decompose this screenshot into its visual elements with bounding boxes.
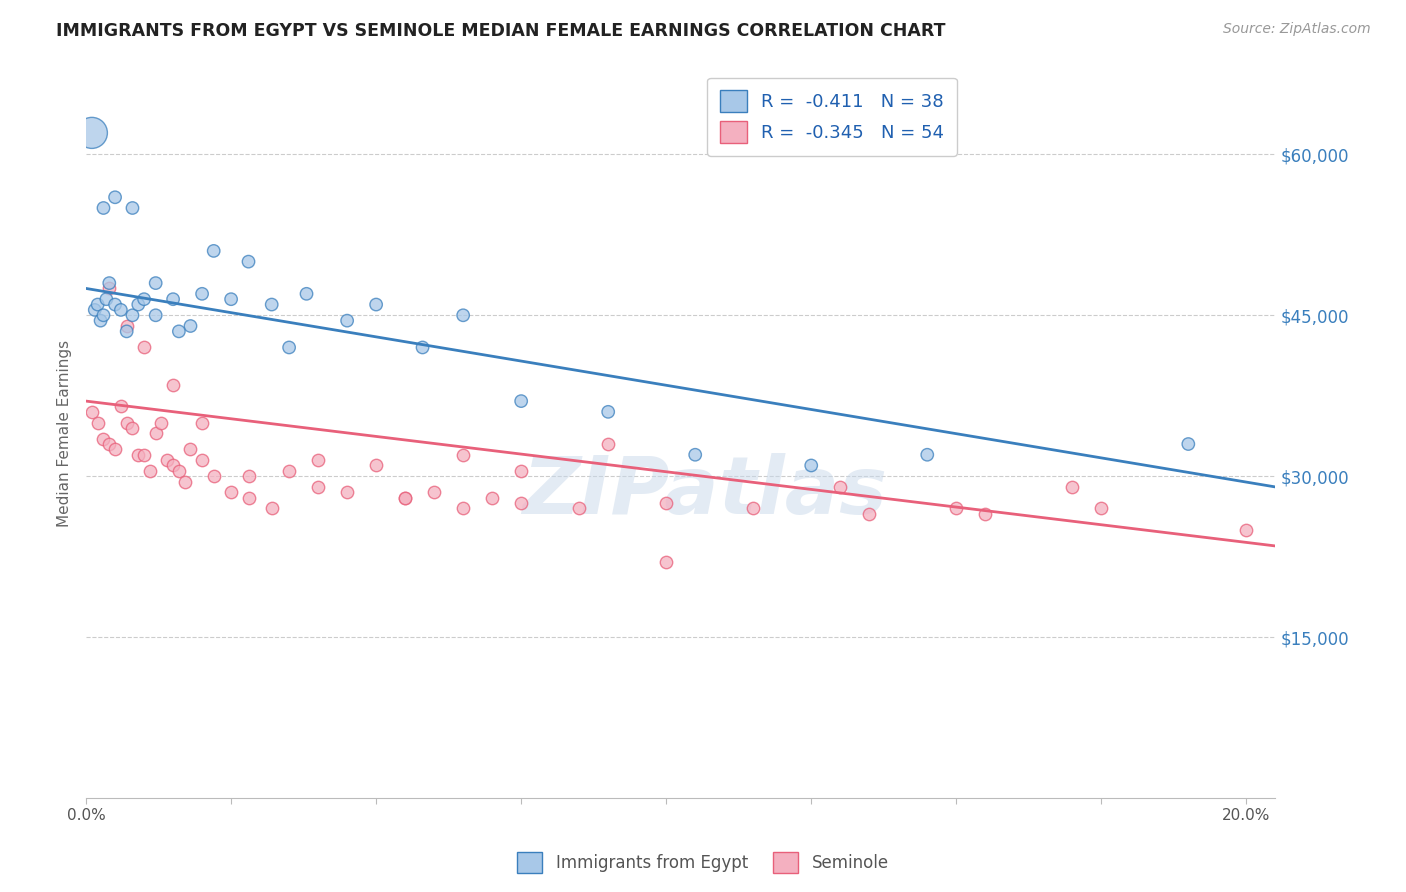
Point	[121, 201, 143, 215]
Point	[96, 292, 118, 306]
Point	[915, 448, 938, 462]
Point	[451, 448, 474, 462]
Point	[93, 308, 115, 322]
Point	[278, 341, 301, 355]
Point	[1234, 523, 1257, 537]
Point	[191, 453, 214, 467]
Point	[104, 442, 127, 457]
Point	[655, 555, 678, 569]
Legend: Immigrants from Egypt, Seminole: Immigrants from Egypt, Seminole	[510, 846, 896, 880]
Point	[179, 442, 201, 457]
Point	[132, 341, 155, 355]
Point	[307, 453, 329, 467]
Point	[145, 308, 167, 322]
Point	[423, 485, 446, 500]
Point	[83, 302, 105, 317]
Point	[145, 276, 167, 290]
Point	[104, 190, 127, 204]
Point	[336, 313, 359, 327]
Point	[598, 405, 620, 419]
Point	[179, 318, 201, 333]
Text: IMMIGRANTS FROM EGYPT VS SEMINOLE MEDIAN FEMALE EARNINGS CORRELATION CHART: IMMIGRANTS FROM EGYPT VS SEMINOLE MEDIAN…	[56, 22, 946, 40]
Point	[260, 297, 283, 311]
Text: Source: ZipAtlas.com: Source: ZipAtlas.com	[1223, 22, 1371, 37]
Point	[98, 437, 121, 451]
Point	[568, 501, 591, 516]
Point	[132, 448, 155, 462]
Point	[115, 324, 138, 338]
Point	[451, 308, 474, 322]
Point	[800, 458, 823, 473]
Point	[510, 464, 533, 478]
Point	[238, 254, 260, 268]
Point	[366, 458, 388, 473]
Point	[162, 378, 184, 392]
Point	[858, 507, 880, 521]
Point	[1177, 437, 1199, 451]
Point	[115, 416, 138, 430]
Point	[830, 480, 852, 494]
Point	[238, 469, 260, 483]
Point	[655, 496, 678, 510]
Point	[104, 297, 127, 311]
Point	[394, 491, 416, 505]
Y-axis label: Median Female Earnings: Median Female Earnings	[58, 340, 72, 527]
Point	[173, 475, 195, 489]
Point	[481, 491, 503, 505]
Point	[307, 480, 329, 494]
Point	[93, 432, 115, 446]
Point	[278, 464, 301, 478]
Point	[974, 507, 997, 521]
Point	[98, 281, 121, 295]
Point	[510, 394, 533, 409]
Point	[156, 453, 179, 467]
Point	[93, 201, 115, 215]
Legend: R =  -0.411   N = 38, R =  -0.345   N = 54: R = -0.411 N = 38, R = -0.345 N = 54	[707, 78, 957, 156]
Point	[150, 416, 173, 430]
Point	[202, 244, 225, 258]
Point	[98, 276, 121, 290]
Point	[80, 405, 103, 419]
Point	[162, 292, 184, 306]
Point	[336, 485, 359, 500]
Point	[219, 485, 242, 500]
Point	[121, 421, 143, 435]
Point	[202, 469, 225, 483]
Text: ZIPatlas: ZIPatlas	[522, 452, 887, 531]
Point	[366, 297, 388, 311]
Point	[80, 126, 103, 140]
Point	[394, 491, 416, 505]
Point	[145, 426, 167, 441]
Point	[238, 491, 260, 505]
Point	[90, 313, 112, 327]
Point	[191, 416, 214, 430]
Point	[110, 400, 132, 414]
Point	[127, 297, 149, 311]
Point	[510, 496, 533, 510]
Point	[132, 292, 155, 306]
Point	[86, 416, 108, 430]
Point	[598, 437, 620, 451]
Point	[219, 292, 242, 306]
Point	[115, 318, 138, 333]
Point	[167, 324, 190, 338]
Point	[295, 286, 318, 301]
Point	[1062, 480, 1084, 494]
Point	[683, 448, 706, 462]
Point	[110, 302, 132, 317]
Point	[451, 501, 474, 516]
Point	[167, 464, 190, 478]
Point	[191, 286, 214, 301]
Point	[260, 501, 283, 516]
Point	[742, 501, 765, 516]
Point	[86, 297, 108, 311]
Point	[162, 458, 184, 473]
Point	[945, 501, 967, 516]
Point	[127, 448, 149, 462]
Point	[412, 341, 434, 355]
Point	[139, 464, 162, 478]
Point	[121, 308, 143, 322]
Point	[1090, 501, 1112, 516]
